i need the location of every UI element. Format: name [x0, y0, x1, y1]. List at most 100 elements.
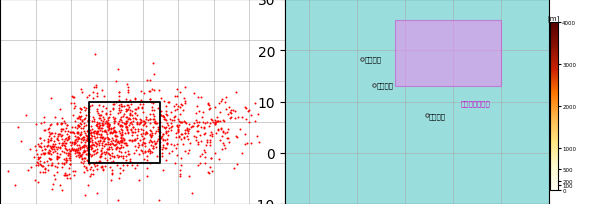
Point — [67, 95, 77, 99]
Point — [92, 92, 102, 95]
Point — [102, 133, 112, 136]
Point — [35, 137, 44, 140]
Point — [104, 127, 114, 130]
Point — [221, 96, 231, 99]
Point — [33, 158, 43, 161]
Point — [69, 148, 79, 151]
Point — [46, 153, 56, 156]
Point — [94, 144, 104, 147]
Point — [134, 178, 143, 182]
Point — [113, 122, 123, 125]
Point — [215, 101, 224, 105]
Point — [61, 156, 71, 160]
Point — [163, 141, 172, 145]
Point — [40, 167, 49, 171]
Point — [70, 105, 80, 108]
Point — [83, 120, 93, 123]
Title: [m]: [m] — [548, 15, 560, 21]
Point — [151, 122, 161, 125]
Point — [63, 154, 73, 157]
Point — [125, 139, 134, 142]
Point — [65, 141, 74, 144]
Point — [83, 160, 93, 163]
Point — [57, 188, 67, 191]
Point — [56, 108, 65, 111]
Point — [95, 160, 104, 163]
Point — [136, 128, 146, 131]
Point — [92, 141, 101, 145]
Point — [156, 114, 166, 118]
Point — [196, 96, 206, 100]
Point — [161, 132, 171, 135]
Point — [172, 143, 182, 146]
Point — [140, 133, 150, 136]
Point — [118, 141, 127, 144]
Point — [133, 107, 143, 110]
Point — [42, 145, 52, 148]
Point — [71, 135, 80, 138]
Point — [80, 117, 89, 120]
Point — [167, 124, 177, 128]
Point — [135, 121, 145, 124]
Point — [131, 108, 140, 111]
Point — [161, 126, 170, 129]
Point — [163, 130, 172, 133]
Point — [178, 121, 187, 124]
Point — [114, 142, 124, 145]
Point — [86, 148, 96, 151]
Point — [121, 125, 131, 128]
Point — [74, 151, 83, 155]
Point — [112, 147, 121, 150]
Point — [246, 114, 256, 118]
Point — [109, 156, 119, 159]
Point — [56, 122, 66, 125]
Point — [55, 153, 65, 156]
Point — [35, 145, 44, 148]
Point — [231, 91, 241, 94]
Point — [119, 138, 128, 142]
Point — [83, 160, 92, 163]
Point — [103, 140, 113, 144]
Point — [81, 152, 91, 156]
Point — [214, 157, 224, 161]
Point — [32, 153, 41, 156]
Point — [128, 120, 137, 123]
Point — [164, 124, 173, 127]
Point — [74, 151, 84, 154]
Point — [131, 117, 140, 120]
Point — [109, 138, 118, 142]
Point — [131, 128, 140, 131]
Point — [105, 157, 115, 160]
Point — [111, 80, 121, 83]
Point — [82, 149, 91, 152]
Point — [58, 161, 67, 165]
Point — [59, 142, 68, 145]
Point — [142, 131, 151, 134]
Point — [114, 154, 124, 158]
Point — [86, 173, 95, 176]
Point — [226, 111, 235, 114]
Point — [84, 137, 94, 141]
Point — [143, 119, 152, 122]
Point — [69, 143, 79, 146]
Point — [26, 166, 36, 169]
Point — [95, 116, 105, 120]
Point — [83, 152, 92, 156]
Point — [114, 106, 124, 110]
Point — [126, 129, 136, 132]
Point — [193, 143, 202, 146]
Point — [43, 144, 53, 147]
Point — [23, 169, 33, 172]
Point — [44, 157, 54, 160]
Point — [124, 117, 133, 120]
Point — [178, 104, 187, 108]
Point — [68, 149, 78, 152]
Point — [117, 105, 127, 108]
Point — [179, 120, 188, 123]
Point — [104, 122, 113, 126]
Point — [83, 129, 93, 132]
Point — [97, 136, 106, 139]
Point — [77, 91, 86, 94]
Point — [91, 145, 100, 148]
Point — [110, 130, 120, 134]
